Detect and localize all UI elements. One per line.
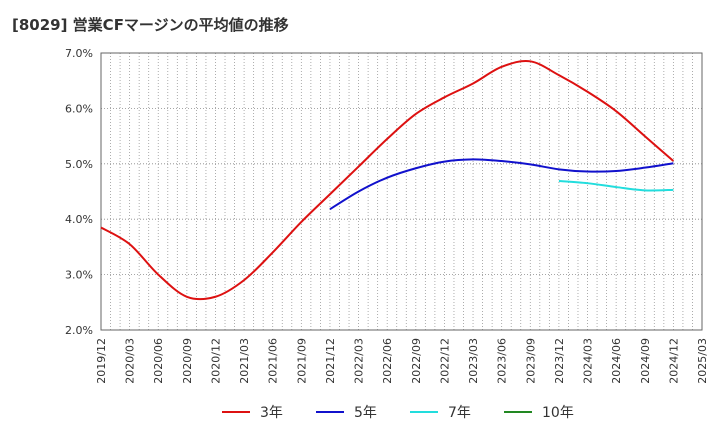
y-tick-label: 7.0% — [65, 47, 93, 60]
series-line-2 — [558, 179, 674, 192]
legend-item: 7年 — [410, 402, 471, 422]
x-tick-label: 2021/03 — [238, 338, 251, 384]
x-tick-label: 2023/03 — [467, 338, 480, 384]
x-tick-label: 2021/09 — [295, 338, 308, 384]
legend-swatch — [222, 411, 250, 413]
series-line-0 — [100, 59, 675, 301]
x-tick-label: 2022/12 — [438, 338, 451, 384]
x-tick-label: 2025/03 — [696, 338, 709, 384]
x-tick-label: 2024/03 — [582, 338, 595, 384]
x-tick-label: 2021/06 — [267, 338, 280, 384]
x-tick-label: 2024/06 — [610, 338, 623, 384]
x-tick-label: 2023/06 — [496, 338, 509, 384]
x-tick-label: 2021/12 — [324, 338, 337, 384]
series-line-1 — [329, 158, 674, 211]
legend-item: 5年 — [316, 402, 377, 422]
line-chart: 2.0% 3.0% 4.0% 5.0% 6.0% 7.0% 2019/12 2020/03 20… — [65, 47, 709, 384]
y-tick-label: 5.0% — [65, 158, 93, 171]
legend-swatch — [504, 411, 532, 413]
x-tick-label: 2023/12 — [553, 338, 566, 384]
x-tick-label: 2024/12 — [667, 338, 680, 384]
x-tick-label: 2020/12 — [209, 338, 222, 384]
x-tick-label: 2022/09 — [410, 338, 423, 384]
chart-title: [8029] 営業CFマージンの平均値の推移 — [12, 16, 289, 34]
y-tick-label: 6.0% — [65, 102, 93, 115]
plot-border — [100, 52, 703, 331]
legend-swatch — [316, 411, 344, 413]
x-tick-label: 2020/09 — [181, 338, 194, 384]
chart-legend: 3年 5年 7年 10年 — [0, 402, 720, 428]
legend-label: 7年 — [448, 405, 471, 421]
y-tick-label: 3.0% — [65, 269, 93, 282]
y-tick-label: 2.0% — [65, 324, 93, 337]
legend-item: 3年 — [222, 402, 283, 422]
plot-area — [101, 53, 702, 330]
x-tick-label: 2020/03 — [124, 338, 137, 384]
x-tick-label: 2022/03 — [353, 338, 366, 384]
legend-swatch — [410, 411, 438, 413]
x-tick-label: 2020/06 — [152, 338, 165, 384]
legend-label: 3年 — [260, 405, 283, 421]
legend-label: 10年 — [542, 405, 574, 421]
legend-label: 5年 — [354, 405, 377, 421]
x-tick-label: 2022/06 — [381, 338, 394, 384]
x-tick-label: 2024/09 — [639, 338, 652, 384]
legend-item: 10年 — [504, 402, 574, 422]
x-tick-label: 2019/12 — [95, 338, 108, 384]
x-tick-label: 2023/09 — [524, 338, 537, 384]
y-tick-label: 4.0% — [65, 213, 93, 226]
